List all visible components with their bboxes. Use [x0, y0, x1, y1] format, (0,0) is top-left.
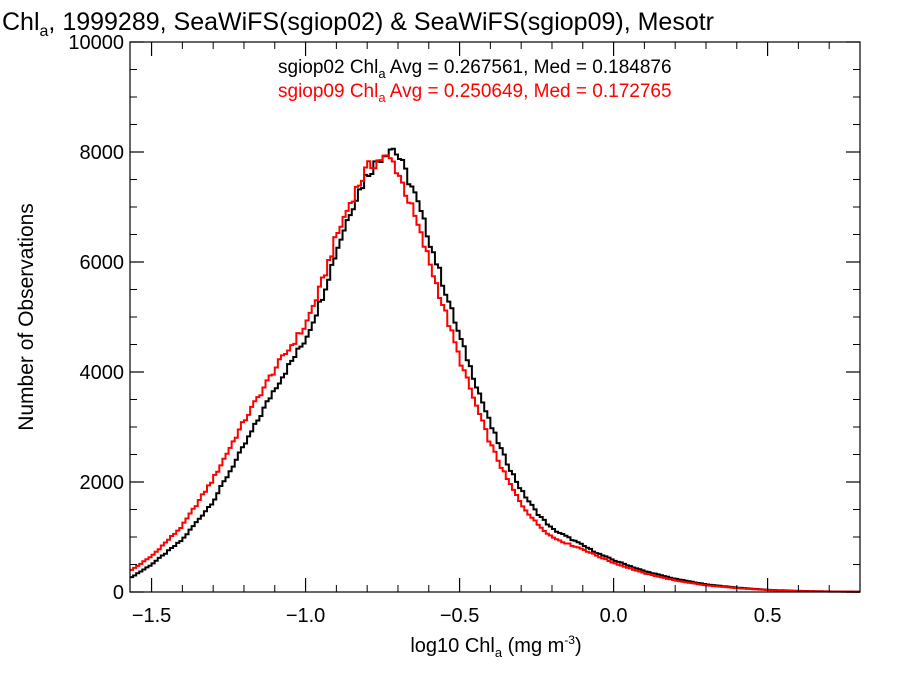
y-tick-label: 0 [113, 582, 124, 604]
x-tick-label: −1.5 [132, 605, 171, 627]
x-tick-label: 0.0 [600, 605, 628, 627]
x-axis-label: log10 Chla (mg m-3) [410, 633, 581, 660]
plot-frame [129, 41, 861, 593]
axes-layer: 0 2000 4000 6000 8000 10000 −1.5 −1.0 −0.5 0.0 0.5 [68, 32, 861, 627]
series-layer [130, 147, 860, 593]
legend-entry-sgiop02: sgiop02 Chla Avg = 0.267561, Med = 0.184… [278, 57, 672, 81]
y-axis-label: Number of Observations [15, 203, 38, 431]
y-tick-label: 2000 [80, 472, 125, 494]
x-tick-label: −1.0 [286, 605, 325, 627]
y-tick-label: 4000 [80, 362, 125, 384]
series-line-0 [130, 147, 860, 593]
x-tick-label: 0.5 [754, 605, 782, 627]
legend-entry-sgiop09: sgiop09 Chla Avg = 0.250649, Med = 0.172… [278, 81, 672, 105]
x-tick-label: −0.5 [440, 605, 479, 627]
series-line-1 [130, 154, 860, 593]
y-tick-label: 10000 [68, 32, 124, 54]
y-tick-label: 8000 [80, 142, 125, 164]
chart-title: Chla, 1999289, SeaWiFS(sgiop02) & SeaWiF… [2, 8, 714, 40]
y-tick-label: 6000 [80, 252, 125, 274]
